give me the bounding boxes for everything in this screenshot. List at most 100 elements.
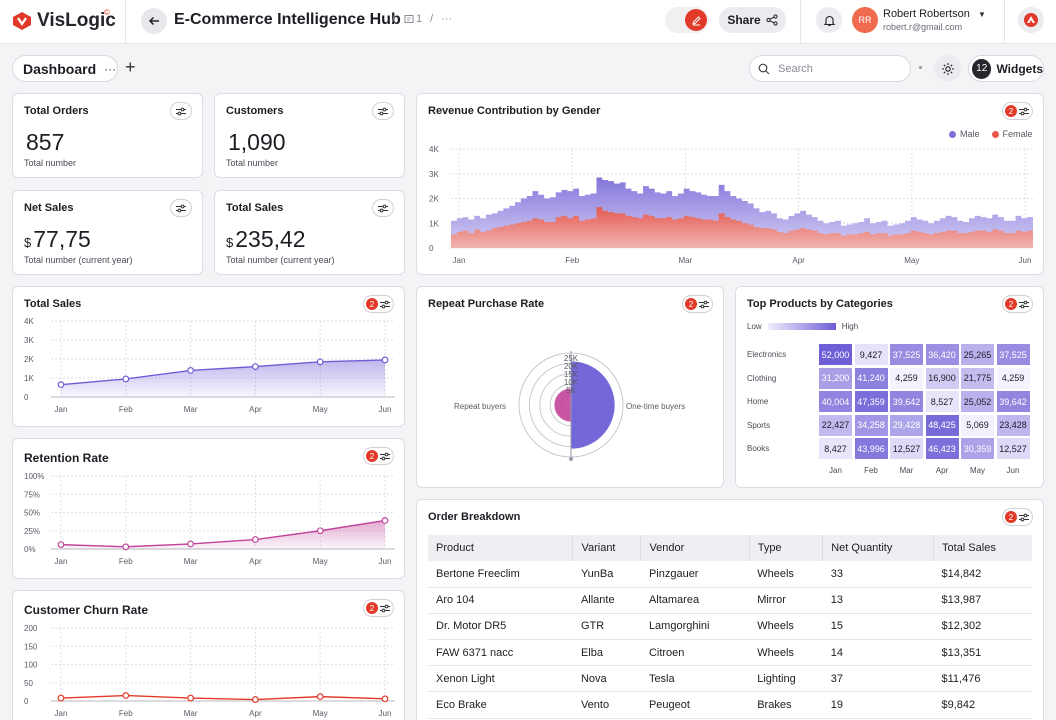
heatmap-cell[interactable]: 34,258: [853, 413, 889, 437]
heatmap-cell[interactable]: 25,052: [960, 390, 995, 413]
column-header-product[interactable]: Product: [428, 535, 574, 561]
table-cell: $13,987: [933, 587, 1032, 614]
heatmap-cell[interactable]: 39,642: [995, 390, 1031, 413]
edit-mode-toggle[interactable]: [665, 7, 709, 33]
filter-button[interactable]: 2: [363, 599, 394, 617]
heatmap-cell[interactable]: 12,527: [995, 437, 1031, 460]
heatmap-cell[interactable]: 37,525: [889, 343, 924, 366]
x-tick-label: Jun: [379, 405, 392, 414]
heatmap-cell[interactable]: 4,259: [995, 366, 1031, 390]
heatmap-cell[interactable]: 47,359: [853, 390, 889, 413]
user-name[interactable]: Robert Robertson: [883, 8, 970, 20]
breadcrumb-page-count[interactable]: 1: [404, 13, 422, 25]
search-input[interactable]: [778, 62, 898, 75]
column-header-type[interactable]: Type: [749, 535, 824, 561]
heatmap-cell[interactable]: 39,642: [889, 390, 924, 413]
settings-button[interactable]: [934, 55, 961, 82]
filter-button[interactable]: 2: [1002, 295, 1033, 313]
kpi-number: 77,75: [33, 226, 91, 252]
tab-dashboard-label: Dashboard: [23, 60, 97, 77]
heatmap-cell[interactable]: 46,423: [924, 437, 960, 460]
app-logo[interactable]: VisLogic ©: [12, 8, 116, 32]
y-tick-label: 3K: [24, 336, 34, 345]
data-point: [57, 541, 65, 549]
table-row[interactable]: FAW 6371 nacc Elba Citroen Wheels 14 $13,351: [428, 639, 1032, 667]
heatmap-cell[interactable]: 25,265: [960, 343, 995, 366]
heatmap-cell[interactable]: 36,420: [924, 343, 960, 366]
widgets-label: Widgets: [996, 61, 1043, 76]
sliders-icon: [378, 204, 388, 212]
notifications-button[interactable]: [816, 7, 842, 33]
x-tick-label: Feb: [119, 405, 133, 414]
tab-dashboard[interactable]: Dashboard ···: [12, 55, 118, 82]
heatmap-cell[interactable]: 22,427: [818, 413, 853, 437]
column-header-vendor[interactable]: Vendor: [640, 535, 750, 561]
heatmap-cell[interactable]: 16,900: [924, 366, 960, 390]
legend-item-female[interactable]: Female: [991, 129, 1033, 139]
table-row[interactable]: Bertone Freeclim YunBa Pinzgauer Wheels 33 $1…: [428, 561, 1032, 588]
heatmap-cell[interactable]: 8,527: [924, 390, 960, 413]
filter-button[interactable]: 2: [1002, 102, 1033, 120]
column-header-variant[interactable]: Variant: [572, 535, 642, 561]
legend-high: High: [841, 322, 859, 331]
filter-button[interactable]: 2: [363, 447, 394, 465]
x-tick-label: Mar: [184, 557, 198, 566]
table-row[interactable]: Dr. Motor DR5 GTR Lamgorghini Wheels 15 $12,3…: [428, 613, 1032, 641]
table-cell: $13,351: [933, 639, 1032, 667]
filter-button[interactable]: [372, 102, 394, 120]
chevron-down-icon[interactable]: ▼: [978, 10, 986, 19]
add-tab-button[interactable]: +: [125, 57, 136, 77]
table-row[interactable]: Xenon Light Nova Tesla Lighting 37 $11,476: [428, 665, 1032, 693]
heatmap-cell[interactable]: 23,428: [995, 413, 1031, 437]
avatar[interactable]: RR: [852, 7, 878, 33]
legend-gradient: [767, 323, 836, 330]
heatmap-cell[interactable]: 40,004: [818, 390, 853, 413]
heatmap-cell[interactable]: 29,428: [889, 413, 924, 437]
legend-item-male[interactable]: Male: [949, 129, 980, 139]
heatmap-cell[interactable]: 31,200: [818, 366, 853, 390]
top-products-card: Top Products by Categories 2 Low High El…: [735, 286, 1044, 488]
column-header-net-quantity[interactable]: Net Quantity: [822, 535, 935, 561]
column-header-total-sales[interactable]: Total Sales: [933, 535, 1032, 561]
ring-label: 25K: [564, 354, 579, 363]
heatmap-cell[interactable]: 37,525: [995, 343, 1031, 366]
sliders-icon: [176, 204, 186, 212]
breadcrumb-more[interactable]: ···: [441, 13, 452, 25]
filter-button[interactable]: 2: [363, 295, 394, 313]
data-point: [251, 363, 259, 370]
back-button[interactable]: [141, 8, 167, 34]
sliders-icon: [1019, 513, 1029, 521]
heatmap-cell[interactable]: 41,240: [853, 366, 889, 390]
heatmap-cell[interactable]: 12,527: [889, 437, 924, 460]
search-box[interactable]: [749, 55, 911, 82]
tab-more-button[interactable]: ···: [104, 61, 117, 76]
y-tick-label: 2K: [429, 195, 439, 204]
divider: [125, 0, 126, 44]
brand-app-icon[interactable]: [1018, 7, 1044, 33]
filter-count-badge: 2: [366, 450, 378, 462]
heatmap-cell[interactable]: 30,359: [960, 437, 995, 460]
legend-swatch: [949, 131, 956, 138]
heatmap-cell[interactable]: 48,425: [924, 413, 960, 437]
heatmap-cell[interactable]: 52,000: [818, 343, 853, 366]
heatmap-cell[interactable]: 21,775: [960, 366, 995, 390]
table-row[interactable]: Aro 104 Allante Altamarea Mirror 13 $13,987: [428, 587, 1032, 614]
filter-button[interactable]: [170, 102, 192, 120]
share-button[interactable]: Share: [719, 7, 786, 33]
heatmap-cell[interactable]: 9,427: [853, 343, 889, 366]
logo-sup: ©: [104, 8, 110, 17]
table-row[interactable]: Eco Brake Vento Peugeot Brakes 19 $9,842: [428, 691, 1032, 719]
heatmap-cell[interactable]: 43,996: [853, 437, 889, 460]
table-cell: 15: [822, 613, 934, 641]
churn-chart: 200 150 100 50 0 Jan Feb Mar Apr May Jun: [24, 624, 395, 718]
chart-title: Retention Rate: [24, 451, 109, 465]
widgets-button[interactable]: 12 Widgets: [968, 55, 1044, 82]
filter-button[interactable]: [170, 199, 192, 217]
x-tick-label: Mar: [184, 405, 198, 414]
heatmap-cell[interactable]: 5,069: [960, 413, 995, 437]
heatmap-cell[interactable]: 4,259: [889, 366, 924, 390]
filter-button[interactable]: [372, 199, 394, 217]
heatmap-cell[interactable]: 8,427: [818, 437, 853, 460]
filter-button[interactable]: 2: [1002, 508, 1033, 526]
filter-button[interactable]: 2: [682, 295, 713, 313]
